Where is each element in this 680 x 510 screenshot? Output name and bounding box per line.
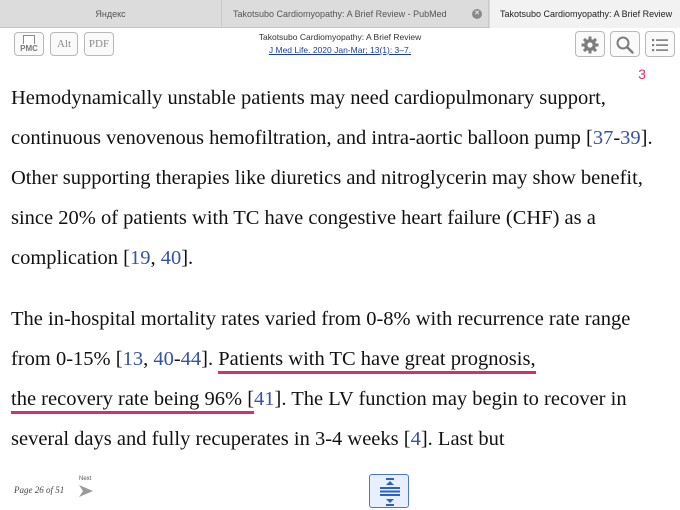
tab-active-article[interactable]: Takotsubo Cardiomyopathy: A Brief Review [490,0,680,28]
text-run: - [613,127,621,149]
reference-link-40[interactable]: 40 [153,348,174,370]
reader-toolbar: PMC Alt PDF Takotsubo Cardiomyopathy: A … [0,28,680,62]
text-run: Hemodynamically unstable patients may ne… [11,87,606,149]
page-navigator-button[interactable] [369,474,409,508]
gear-icon [581,36,599,54]
reference-link-39[interactable]: 39 [620,127,641,149]
close-tab-icon[interactable]: ✕ [472,9,482,19]
next-arrow-icon [79,485,93,497]
alt-button[interactable]: Alt [50,32,78,56]
list-icon [652,39,668,52]
article-body: Hemodynamically unstable patients may ne… [11,78,673,459]
highlighted-text: the recovery rate being 96% [ [11,388,255,414]
reference-link-40[interactable]: 40 [160,247,182,269]
pdf-button[interactable]: PDF [84,32,114,56]
reference-link-13[interactable]: 13 [122,348,144,370]
text-run: ]. [181,247,194,269]
search-button[interactable] [610,31,640,57]
next-label: Next [79,476,92,482]
reference-link-19[interactable]: 19 [129,247,151,269]
browser-tab-strip: Яндекс Takotsubo Cardiomyopathy: A Brief… [0,0,680,28]
page-navigator-icon [380,478,400,506]
reference-link-37[interactable]: 37 [592,127,614,149]
text-run: ]. Other supporting therapies like diure… [11,127,653,269]
highlighted-text: Patients with TC have great prognosis, [218,348,536,374]
reference-link-44[interactable]: 44 [180,348,202,370]
search-icon [616,36,634,54]
text-run: ]. The LV function may begin to recover … [11,388,627,450]
article-header: Takotsubo Cardiomyopathy: A Brief Review… [200,31,480,57]
reference-link-41[interactable]: 41 [254,388,275,410]
reference-link-4[interactable]: 4 [410,428,421,450]
tab-pubmed[interactable]: Takotsubo Cardiomyopathy: A Brief Review… [223,0,489,28]
text-run: ]. Last but [420,428,505,450]
paragraph-2: The in-hospital mortality rates varied f… [11,299,673,459]
pmc-button[interactable]: PMC [14,32,44,56]
tab-yandex[interactable]: Яндекс [0,0,222,28]
paragraph-1: Hemodynamically unstable patients may ne… [11,78,673,278]
page-indicator: Page 26 of 51 [14,485,65,495]
citation-link[interactable]: J Med Life. 2020 Jan-Mar; 13(1): 3–7. [268,45,412,55]
text-run: , [143,348,154,370]
text-run: ]. [201,348,219,370]
contents-button[interactable] [645,31,675,57]
settings-button[interactable] [575,31,605,57]
page-marker: 3 [638,66,646,82]
text-run: - [173,348,181,370]
text-run: The in-hospital mortality rates varied f… [11,308,631,370]
article-title: Takotsubo Cardiomyopathy: A Brief Review [258,32,422,42]
tab-pubmed-label: Takotsubo Cardiomyopathy: A Brief Review… [233,9,447,19]
next-page-button[interactable]: Next [78,476,98,500]
text-run: , [150,247,161,269]
document-icon [23,35,35,44]
pmc-label: PMC [20,44,38,53]
